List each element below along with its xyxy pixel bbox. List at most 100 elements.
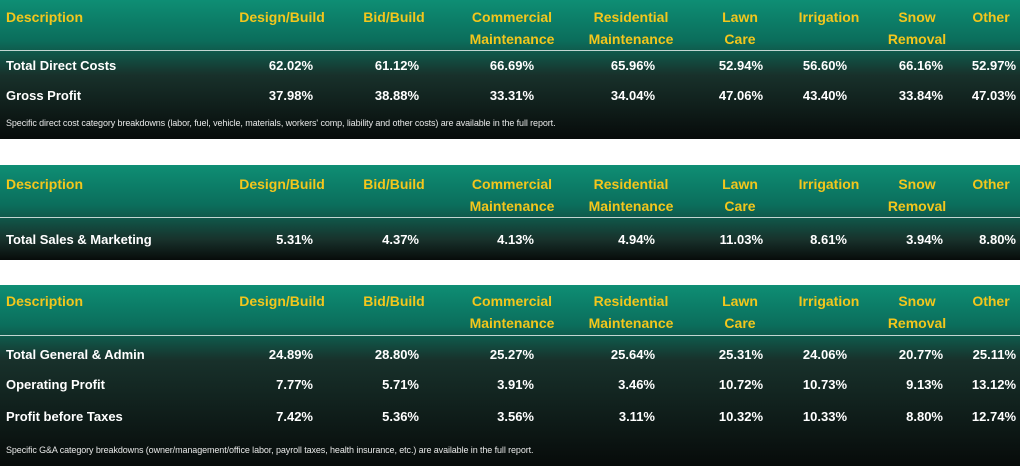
table-cell: 66.69% xyxy=(489,58,534,73)
table-cell: 10.33% xyxy=(802,409,847,424)
table-cell: 5.71% xyxy=(382,377,419,392)
table-cell: 3.56% xyxy=(497,409,534,424)
table-cell: 47.06% xyxy=(718,88,763,103)
table-cell: 8.61% xyxy=(810,232,847,247)
row-label-total-general-admin: Total General & Admin xyxy=(6,347,145,362)
table-cell: 4.37% xyxy=(382,232,419,247)
header-irrigation: Irrigation xyxy=(798,176,860,192)
header-divider xyxy=(0,217,1020,218)
header-design-build: Design/Build xyxy=(239,176,325,192)
header-bid-build: Bid/Build xyxy=(363,9,425,25)
header-line: Maintenance xyxy=(469,31,555,47)
table-cell: 4.94% xyxy=(618,232,655,247)
table-cell: 33.84% xyxy=(898,88,943,103)
header-lawn-care: Lawn Care xyxy=(722,173,758,217)
header-line: Snow xyxy=(898,9,936,25)
row-label-total-direct-costs: Total Direct Costs xyxy=(6,58,117,73)
footnote: Specific direct cost category breakdowns… xyxy=(6,118,556,128)
table-cell: 10.72% xyxy=(718,377,763,392)
header-snow-removal: Snow Removal xyxy=(888,290,946,334)
table-cell: 62.02% xyxy=(268,58,313,73)
table-cell: 43.40% xyxy=(802,88,847,103)
header-divider xyxy=(0,50,1020,51)
header-line: Commercial xyxy=(471,176,553,192)
header-snow-removal: Snow Removal xyxy=(888,6,946,50)
header-design-build: Design/Build xyxy=(239,293,325,309)
header-bid-build: Bid/Build xyxy=(363,293,425,309)
table-cell: 8.80% xyxy=(906,409,943,424)
header-line: Snow xyxy=(898,293,936,309)
header-line: Maintenance xyxy=(588,198,674,214)
header-line: Maintenance xyxy=(469,198,555,214)
table-cell: 7.42% xyxy=(276,409,313,424)
header-line: Removal xyxy=(887,198,947,214)
header-other: Other xyxy=(972,176,1010,192)
header-description: Description xyxy=(6,176,84,192)
header-line: Removal xyxy=(887,31,947,47)
header-line: Maintenance xyxy=(588,31,674,47)
table-cell: 33.31% xyxy=(489,88,534,103)
header-residential-maintenance: Residential Maintenance xyxy=(589,173,674,217)
header-line: Lawn xyxy=(722,176,758,192)
header-line: Residential xyxy=(593,176,669,192)
header-lawn-care: Lawn Care xyxy=(722,6,758,50)
header-line: Removal xyxy=(887,315,947,331)
table-cell: 8.80% xyxy=(979,232,1016,247)
row-label-profit-before-taxes: Profit before Taxes xyxy=(6,409,123,424)
table-cell: 4.13% xyxy=(497,232,534,247)
header-line: Care xyxy=(724,198,756,214)
header-line: Snow xyxy=(898,176,936,192)
table-cell: 10.73% xyxy=(802,377,847,392)
table-cell: 9.13% xyxy=(906,377,943,392)
header-lawn-care: Lawn Care xyxy=(722,290,758,334)
table-cell: 3.11% xyxy=(618,409,655,424)
table-cell: 47.03% xyxy=(971,88,1016,103)
header-design-build: Design/Build xyxy=(239,9,325,25)
table-cell: 5.36% xyxy=(382,409,419,424)
table-cell: 38.88% xyxy=(374,88,419,103)
header-line: Lawn xyxy=(722,293,758,309)
header-line: Commercial xyxy=(471,9,553,25)
table-cell: 12.74% xyxy=(971,409,1016,424)
table-cell: 65.96% xyxy=(610,58,655,73)
table-cell: 3.91% xyxy=(497,377,534,392)
table-cell: 25.27% xyxy=(489,347,534,362)
table-cell: 52.94% xyxy=(718,58,763,73)
table-cell: 56.60% xyxy=(802,58,847,73)
header-commercial-maintenance: Commercial Maintenance xyxy=(470,290,555,334)
table-cell: 3.46% xyxy=(618,377,655,392)
header-bid-build: Bid/Build xyxy=(363,176,425,192)
header-snow-removal: Snow Removal xyxy=(888,173,946,217)
table-cell: 61.12% xyxy=(374,58,419,73)
header-commercial-maintenance: Commercial Maintenance xyxy=(470,6,555,50)
table-cell: 5.31% xyxy=(276,232,313,247)
table-cell: 37.98% xyxy=(268,88,313,103)
header-irrigation: Irrigation xyxy=(798,293,860,309)
table-cell: 25.31% xyxy=(718,347,763,362)
header-line: Residential xyxy=(593,9,669,25)
header-line: Care xyxy=(724,315,756,331)
table-cell: 24.06% xyxy=(802,347,847,362)
header-divider xyxy=(0,335,1020,336)
table-cell: 24.89% xyxy=(268,347,313,362)
header-residential-maintenance: Residential Maintenance xyxy=(589,290,674,334)
header-other: Other xyxy=(972,9,1010,25)
header-irrigation: Irrigation xyxy=(798,9,860,25)
header-line: Care xyxy=(724,31,756,47)
header-line: Lawn xyxy=(722,9,758,25)
sales-marketing-table: Description Design/Build Bid/Build Commerci… xyxy=(0,165,1020,260)
row-label-gross-profit: Gross Profit xyxy=(6,88,82,103)
table-cell: 52.97% xyxy=(971,58,1016,73)
table-cell: 13.12% xyxy=(971,377,1016,392)
table-cell: 3.94% xyxy=(906,232,943,247)
header-line: Maintenance xyxy=(469,315,555,331)
footnote: Specific G&A category breakdowns (owner/… xyxy=(6,445,534,455)
header-other: Other xyxy=(972,293,1010,309)
header-commercial-maintenance: Commercial Maintenance xyxy=(470,173,555,217)
table-cell: 25.11% xyxy=(972,347,1016,362)
table-cell: 66.16% xyxy=(898,58,943,73)
header-line: Commercial xyxy=(471,293,553,309)
table-cell: 25.64% xyxy=(610,347,655,362)
header-residential-maintenance: Residential Maintenance xyxy=(589,6,674,50)
table-cell: 11.03% xyxy=(719,232,763,247)
